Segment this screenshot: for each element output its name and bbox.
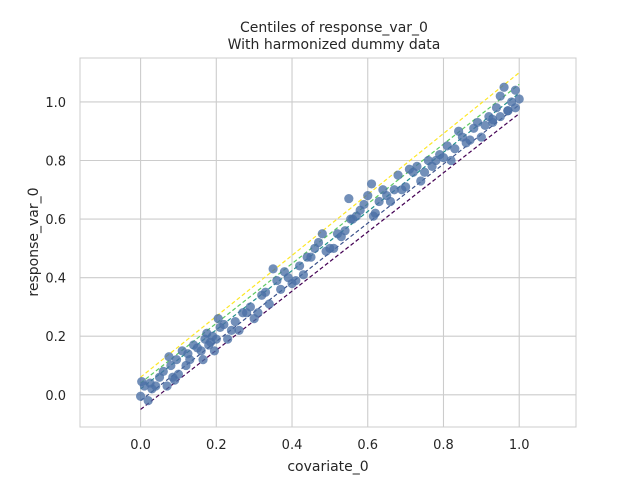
data-point xyxy=(164,352,174,362)
data-point xyxy=(260,287,271,297)
data-point xyxy=(510,103,521,113)
data-point xyxy=(245,302,255,312)
data-point xyxy=(389,185,399,195)
y-tick-label: 0.8 xyxy=(45,155,66,170)
data-point xyxy=(291,275,301,286)
y-tick-label: 0.0 xyxy=(45,389,66,404)
data-point xyxy=(298,270,308,280)
data-point xyxy=(503,106,513,116)
data-point xyxy=(465,135,475,145)
x-tick-label: 0.8 xyxy=(433,438,454,453)
data-point xyxy=(166,360,176,371)
y-axis-label: response_var_0 xyxy=(26,187,42,296)
data-point xyxy=(253,308,263,318)
y-tick-labels: 0.0 0.2 0.4 0.6 0.8 1.0 xyxy=(45,96,66,404)
data-point xyxy=(272,275,282,286)
data-point xyxy=(268,264,278,274)
plot-frame xyxy=(79,57,577,428)
y-tick-label: 0.6 xyxy=(45,213,66,228)
data-point xyxy=(264,299,274,309)
chart-subtitle: With harmonized dummy data xyxy=(228,37,441,53)
data-point xyxy=(480,120,490,130)
data-point xyxy=(488,117,498,128)
data-point xyxy=(385,196,396,207)
data-point xyxy=(495,91,505,101)
data-point xyxy=(223,334,233,344)
data-point xyxy=(499,82,509,92)
data-point xyxy=(450,144,460,154)
data-point xyxy=(313,237,324,248)
data-point xyxy=(393,170,403,180)
data-point xyxy=(344,193,354,204)
data-point xyxy=(234,325,244,335)
data-point xyxy=(317,229,327,239)
data-point xyxy=(370,208,380,218)
data-point xyxy=(151,381,161,391)
x-tick-labels: 0.0 0.2 0.4 0.6 0.8 1.0 xyxy=(130,438,529,453)
data-point xyxy=(438,152,449,163)
data-point xyxy=(158,366,168,376)
data-point xyxy=(514,94,524,104)
x-tick-label: 0.0 xyxy=(130,438,151,453)
data-point xyxy=(366,179,377,189)
y-tick-label: 0.4 xyxy=(45,272,66,287)
data-point xyxy=(510,85,521,95)
chart-title: Centiles of response_var_0 xyxy=(240,20,428,36)
data-point xyxy=(446,155,456,166)
x-axis-label: covariate_0 xyxy=(287,459,368,475)
data-point xyxy=(213,314,223,324)
data-point xyxy=(171,355,182,365)
data-point xyxy=(226,325,237,335)
data-point xyxy=(196,346,206,356)
x-tick-label: 0.2 xyxy=(206,438,227,453)
grid xyxy=(80,58,576,427)
y-tick-label: 1.0 xyxy=(45,96,66,111)
centile-line-4 xyxy=(140,72,520,378)
data-point xyxy=(472,117,483,128)
data-point xyxy=(276,284,286,294)
data-point xyxy=(442,141,452,151)
data-point xyxy=(219,319,229,330)
data-point xyxy=(198,355,208,365)
x-tick-label: 0.4 xyxy=(282,438,303,453)
data-point xyxy=(491,103,502,113)
data-point xyxy=(374,196,384,207)
data-point xyxy=(295,261,305,271)
data-point xyxy=(401,182,411,192)
data-point xyxy=(173,369,184,379)
data-point xyxy=(419,167,430,177)
data-point xyxy=(306,252,316,262)
data-point xyxy=(209,346,220,356)
data-points xyxy=(135,82,524,406)
data-point xyxy=(329,243,339,253)
data-point xyxy=(359,199,369,210)
data-point xyxy=(143,396,153,406)
data-point xyxy=(211,334,221,344)
data-point xyxy=(412,161,422,171)
data-point xyxy=(340,226,350,236)
x-tick-label: 0.6 xyxy=(357,438,378,453)
data-point xyxy=(416,176,426,186)
data-point xyxy=(476,132,486,142)
data-point xyxy=(185,355,195,365)
x-tick-label: 1.0 xyxy=(509,438,530,453)
data-point xyxy=(363,191,373,201)
data-point xyxy=(162,381,172,391)
data-point xyxy=(495,111,505,122)
y-tick-label: 0.2 xyxy=(45,330,66,345)
data-point xyxy=(230,316,240,327)
data-point xyxy=(135,391,146,401)
